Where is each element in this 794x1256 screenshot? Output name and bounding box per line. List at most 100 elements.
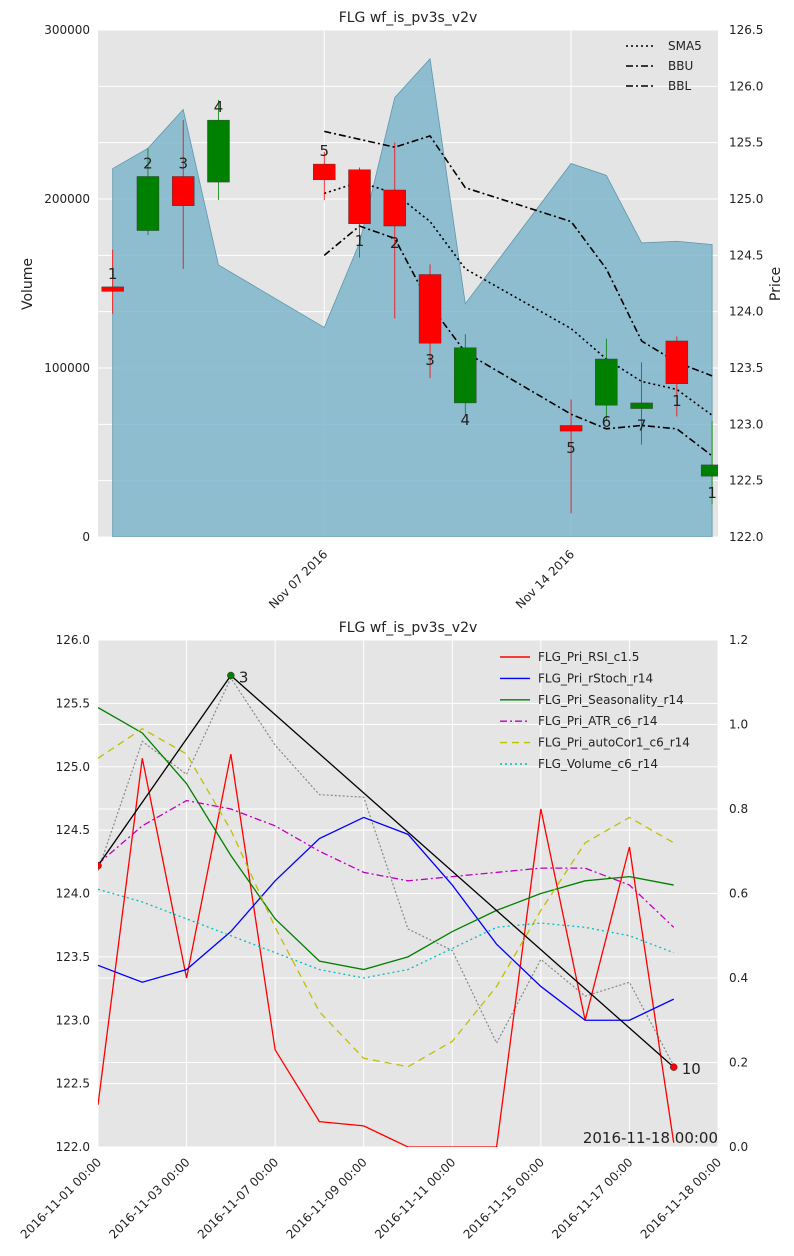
y-tick-label-left: 300000 <box>44 23 90 37</box>
y-tick-label-right: 0.0 <box>729 1140 748 1154</box>
legend-label: BBL <box>668 79 691 93</box>
legend-label: FLG_Pri_ATR_c6_r14 <box>538 714 658 728</box>
candle-body <box>101 286 124 292</box>
candle-body <box>207 119 230 183</box>
candle: 1 <box>700 420 718 505</box>
candle-body <box>665 340 689 384</box>
x-tick-label: 2016-11-15 00:00 <box>461 1155 547 1241</box>
candle: 1 <box>665 336 689 417</box>
candle-label: 4 <box>214 98 224 116</box>
price-dotted-line <box>98 676 675 1067</box>
candle: 4 <box>454 334 477 429</box>
candle-body <box>559 425 583 432</box>
candle: 6 <box>595 338 618 431</box>
candle: 1 <box>348 167 371 258</box>
y-tick-label-right: 1.0 <box>729 718 748 732</box>
y-tick-label-right: 125.0 <box>729 192 763 206</box>
chart-title: FLG wf_is_pv3s_v2v <box>339 10 478 26</box>
candle-label: 6 <box>602 413 612 431</box>
y-tick-label-right: 0.6 <box>729 887 748 901</box>
y-tick-label-right: 0.4 <box>729 971 748 985</box>
legend-label: BBU <box>668 59 693 73</box>
y-tick-label-left: 123.5 <box>56 950 90 964</box>
y-tick-label-right: 122.0 <box>729 530 763 544</box>
zigzag-marker <box>669 1063 678 1071</box>
candle-body <box>313 163 336 181</box>
legend: FLG_Pri_RSI_c1.5 FLG_Pri_rStoch_r14 FLG_Pr… <box>500 650 690 771</box>
y-tick-label-right: 124.5 <box>729 248 763 262</box>
legend: SMA5 BBU BBL <box>626 39 702 93</box>
candle-body <box>595 358 618 406</box>
candle-label: 5 <box>566 439 576 457</box>
y-tick-label-right: 123.5 <box>729 361 763 375</box>
y-tick-label-right: 1.2 <box>729 633 748 647</box>
candle: 4 <box>207 98 230 201</box>
series-line-3 <box>98 799 675 928</box>
candle-body <box>630 402 653 409</box>
candle-body <box>454 347 477 404</box>
candle-label: 2 <box>143 154 153 172</box>
y-tick-label-right: 0.8 <box>729 802 748 816</box>
candlestick-chart: 1 2 3 4 5 1 2 3 4 5 6 7 1 1 0 100000 200000 300000 122.0 12… <box>20 10 784 611</box>
y-tick-label-right: 0.2 <box>729 1056 748 1070</box>
candle: 2 <box>136 148 160 236</box>
candle: 5 <box>559 399 583 514</box>
y-tick-label-right: 124.0 <box>729 305 763 319</box>
y-tick-label-right: 125.5 <box>729 136 763 150</box>
x-tick-label: 2016-11-03 00:00 <box>106 1155 192 1241</box>
x-tick-label: 2016-11-17 00:00 <box>549 1155 635 1241</box>
y-tick-label-right: 123.0 <box>729 417 763 431</box>
candle-label: 1 <box>672 392 682 410</box>
chart-title: FLG wf_is_pv3s_v2v <box>339 620 478 636</box>
y-tick-label-left: 124.0 <box>56 887 90 901</box>
bbl-line <box>323 225 713 457</box>
x-tick-label: 2016-11-07 00:00 <box>195 1155 281 1241</box>
candle-label: 1 <box>707 484 717 502</box>
candle: 3 <box>172 120 195 269</box>
y-tick-label-left: 122.5 <box>56 1077 90 1091</box>
x-tick-label: 2016-11-09 00:00 <box>283 1155 369 1241</box>
candle-label: 1 <box>108 265 118 283</box>
series-line-0 <box>98 753 675 1147</box>
candle-body <box>136 176 160 231</box>
x-tick-label: Nov 14 2016 <box>513 547 577 611</box>
candle-body <box>348 169 371 224</box>
y-tick-label-left: 125.5 <box>56 696 90 710</box>
zigzag-label: 10 <box>682 1060 701 1078</box>
series-line-2 <box>98 707 674 971</box>
y-tick-label-left: 200000 <box>44 192 90 206</box>
sma5-line <box>324 181 713 416</box>
y-axis-label-right: Price <box>768 267 784 301</box>
candle-body <box>172 176 195 206</box>
legend-label: SMA5 <box>668 39 702 53</box>
series-line-5 <box>98 888 674 979</box>
candle-label: 1 <box>355 232 365 250</box>
candle: 2 <box>383 142 406 319</box>
candle-label: 5 <box>319 142 329 160</box>
zigzag-label: 3 <box>239 668 249 686</box>
y-tick-label-right: 126.5 <box>729 23 763 37</box>
candle: 5 <box>313 142 336 201</box>
y-tick-label-left: 126.0 <box>56 633 90 647</box>
y-axis-label-left: Volume <box>20 258 36 310</box>
y-tick-label-left: 123.0 <box>56 1013 90 1027</box>
y-tick-label-right: 122.5 <box>729 474 763 488</box>
series-line-1 <box>98 816 674 1021</box>
y-tick-label-left: 124.5 <box>56 823 90 837</box>
legend-label: FLG_Pri_autoCor1_c6_r14 <box>538 736 690 750</box>
candle: 7 <box>630 362 653 445</box>
indicator-chart: 3 10 122.0 122.5 123.0 123.5 124.0 124.5 125.0 12… <box>18 620 748 1242</box>
series-line-4 <box>98 727 675 1068</box>
legend-label: FLG_Pri_RSI_c1.5 <box>538 650 639 664</box>
y-tick-label-right: 126.0 <box>729 79 763 93</box>
y-tick-label-left: 125.0 <box>56 760 90 774</box>
candle-label: 3 <box>178 154 188 172</box>
bbu-line <box>324 130 713 377</box>
zigzag-marker <box>227 671 235 680</box>
volume-area <box>112 57 713 537</box>
y-tick-label-left: 122.0 <box>56 1140 90 1154</box>
candle-body <box>418 274 442 344</box>
plot-content: 1 2 3 4 5 1 2 3 4 5 6 7 1 1 <box>101 57 718 537</box>
x-tick-label: 2016-11-11 00:00 <box>372 1155 458 1241</box>
